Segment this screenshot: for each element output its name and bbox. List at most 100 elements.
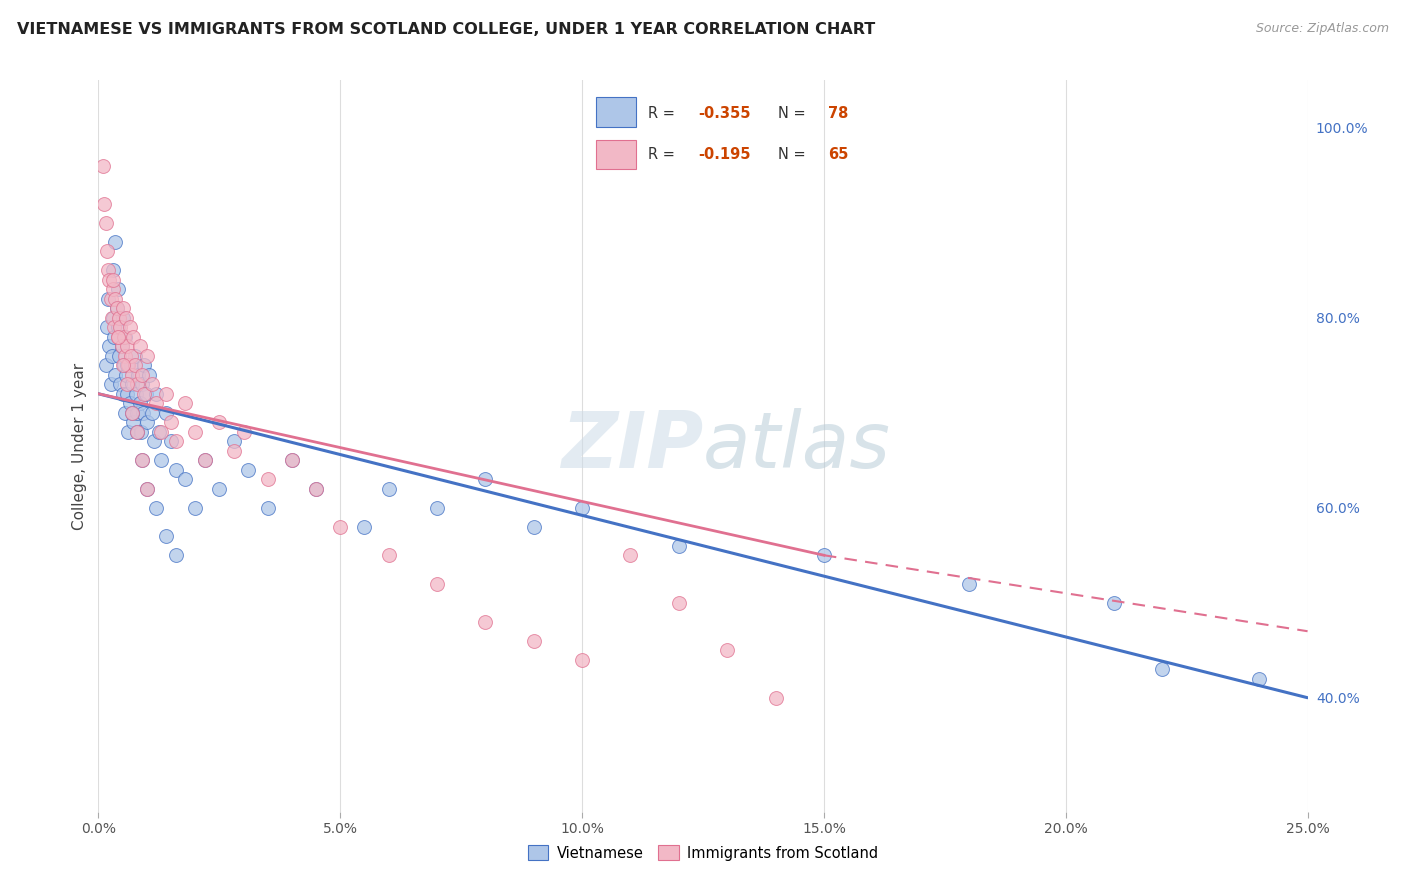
Point [131, 377, 153, 392]
Point [668, 596, 690, 610]
Point [135, 386, 157, 401]
Point [716, 643, 738, 657]
Text: atlas: atlas [703, 408, 891, 484]
Text: R =: R = [648, 147, 681, 161]
Point [114, 330, 136, 344]
Point [107, 349, 129, 363]
Point [281, 453, 304, 467]
Point [238, 463, 260, 477]
Point [107, 310, 129, 325]
Point [111, 301, 134, 316]
Point [426, 576, 449, 591]
Point [1102, 596, 1125, 610]
Point [93, 196, 115, 211]
Point [813, 548, 835, 562]
Point [127, 425, 149, 439]
Point [138, 368, 160, 382]
Point [100, 292, 122, 306]
Point [329, 520, 352, 534]
Point [150, 453, 173, 467]
Point [474, 615, 496, 629]
Point [100, 377, 122, 392]
Point [155, 529, 177, 543]
FancyBboxPatch shape [596, 140, 636, 169]
Point [148, 425, 170, 439]
Point [111, 339, 134, 353]
Point [165, 463, 187, 477]
Point [222, 434, 245, 449]
Point [101, 263, 124, 277]
Point [111, 386, 134, 401]
Legend: Vietnamese, Immigrants from Scotland: Vietnamese, Immigrants from Scotland [522, 839, 884, 867]
Point [141, 377, 163, 392]
Text: VIETNAMESE VS IMMIGRANTS FROM SCOTLAND COLLEGE, UNDER 1 YEAR CORRELATION CHART: VIETNAMESE VS IMMIGRANTS FROM SCOTLAND C… [17, 22, 875, 37]
Point [619, 548, 641, 562]
Point [127, 425, 149, 439]
Point [118, 396, 141, 410]
Text: 65: 65 [828, 147, 848, 161]
Point [184, 500, 207, 515]
Point [281, 453, 304, 467]
Point [94, 216, 117, 230]
Point [128, 339, 150, 353]
Point [128, 396, 150, 410]
Point [135, 415, 157, 429]
Point [111, 310, 134, 325]
Point [135, 482, 157, 496]
Point [124, 358, 146, 372]
Text: R =: R = [648, 106, 681, 120]
Point [105, 301, 128, 316]
Point [127, 368, 149, 382]
Point [122, 330, 145, 344]
Point [105, 301, 128, 316]
Point [184, 425, 207, 439]
Text: -0.195: -0.195 [697, 147, 751, 161]
Point [101, 273, 124, 287]
Point [117, 377, 139, 392]
Point [101, 310, 124, 325]
Text: Source: ZipAtlas.com: Source: ZipAtlas.com [1256, 22, 1389, 36]
Point [96, 320, 118, 334]
Point [155, 386, 177, 401]
Point [957, 576, 980, 591]
Point [1249, 672, 1271, 686]
Text: 78: 78 [828, 106, 848, 120]
Point [117, 358, 139, 372]
Point [107, 320, 129, 334]
Point [523, 520, 546, 534]
Point [120, 358, 142, 372]
Point [474, 472, 496, 486]
Point [108, 320, 131, 334]
Point [165, 548, 187, 562]
Point [121, 406, 143, 420]
Point [121, 406, 143, 420]
Point [115, 368, 138, 382]
Point [107, 330, 129, 344]
Point [117, 425, 139, 439]
Point [104, 292, 127, 306]
Point [97, 263, 120, 277]
Point [145, 396, 167, 410]
Point [97, 292, 120, 306]
Point [121, 368, 143, 382]
Point [117, 339, 139, 353]
Point [305, 482, 328, 496]
Point [353, 520, 375, 534]
Point [127, 377, 149, 392]
Point [101, 349, 124, 363]
Point [112, 358, 135, 372]
Point [104, 235, 127, 249]
Point [256, 500, 278, 515]
Point [174, 396, 197, 410]
Point [115, 310, 138, 325]
Point [426, 500, 449, 515]
Point [117, 358, 139, 372]
Point [145, 386, 167, 401]
Point [117, 386, 139, 401]
Point [155, 406, 177, 420]
Point [160, 434, 183, 449]
Point [101, 282, 124, 296]
Text: -0.355: -0.355 [697, 106, 751, 120]
Point [125, 386, 148, 401]
Point [208, 482, 231, 496]
